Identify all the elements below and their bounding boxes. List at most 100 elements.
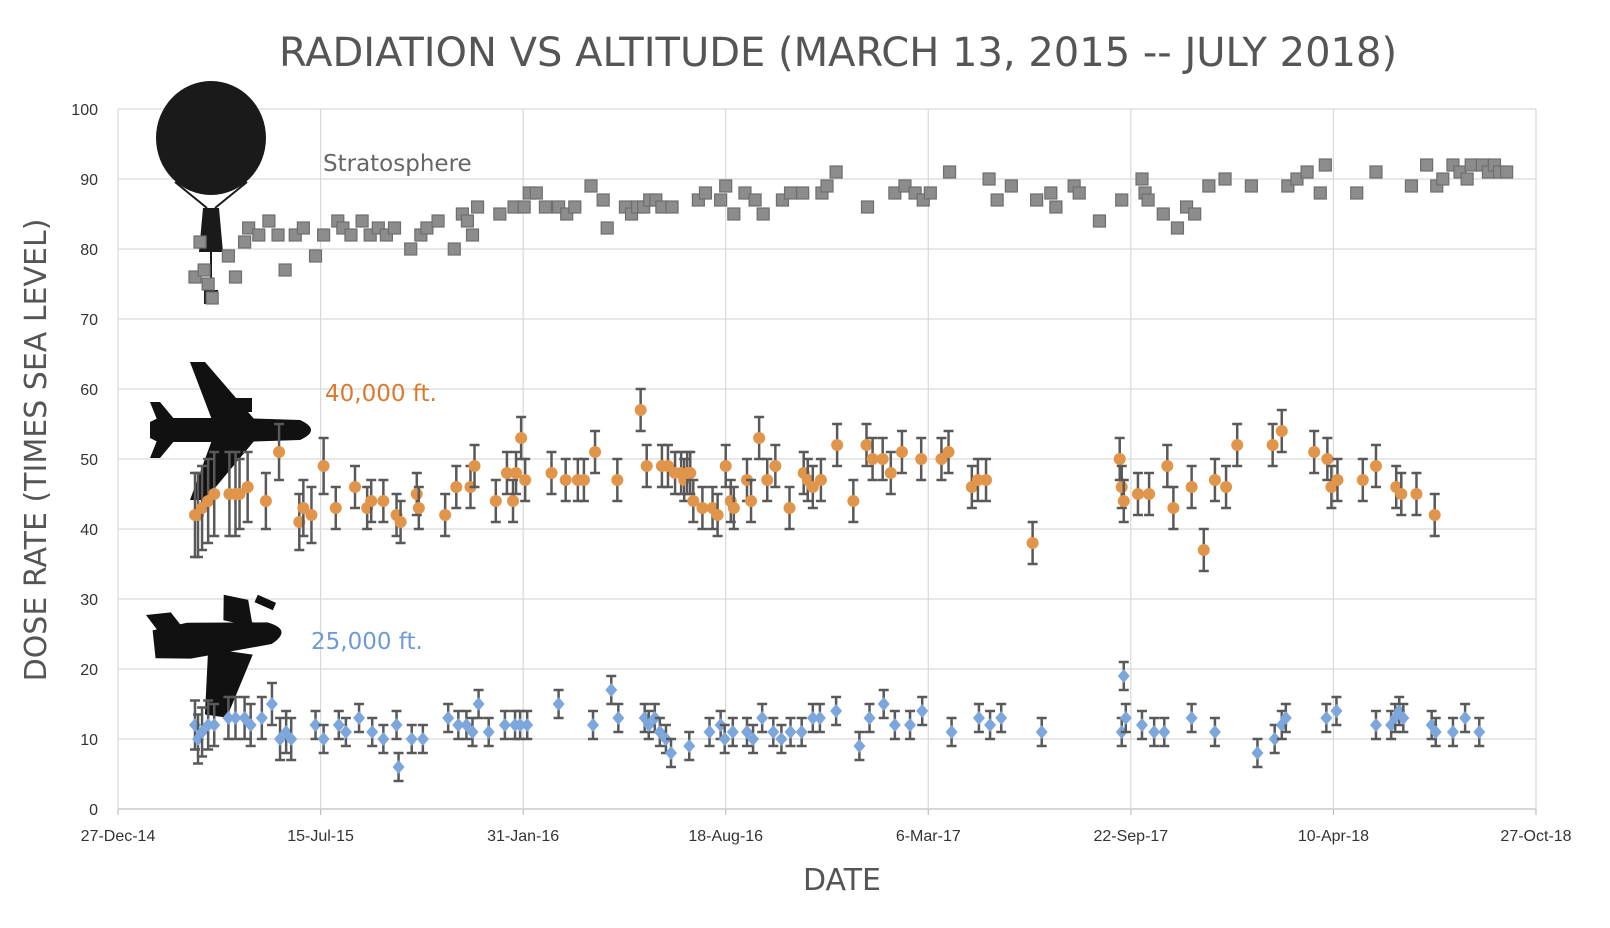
data-point — [1231, 439, 1244, 451]
data-point — [876, 453, 889, 465]
data-point — [431, 214, 445, 228]
x-axis-label: DATE — [803, 863, 881, 898]
data-point — [923, 186, 937, 200]
data-point — [990, 193, 1004, 207]
series-25000-ft — [188, 660, 1486, 783]
data-point — [596, 193, 610, 207]
series-stratosphere — [188, 158, 1514, 305]
data-point — [447, 242, 461, 256]
data-point — [1035, 725, 1048, 739]
data-point — [242, 221, 256, 235]
data-point — [847, 495, 860, 507]
data-point — [795, 725, 808, 739]
data-point — [470, 200, 485, 214]
data-point — [339, 725, 352, 739]
data-point — [612, 711, 625, 725]
data-point — [1092, 214, 1107, 228]
data-point — [222, 711, 235, 725]
data-point — [366, 725, 379, 739]
data-point — [387, 221, 402, 235]
data-point — [1135, 172, 1149, 186]
data-point — [1436, 172, 1450, 186]
data-point — [813, 711, 826, 725]
data-point — [1049, 200, 1063, 214]
data-point — [611, 474, 624, 486]
data-point — [233, 488, 246, 500]
data-point — [1072, 186, 1086, 200]
y-tick-labels: 0 10 20 30 40 50 60 70 80 90 100 — [71, 102, 98, 819]
x-tick-labels: 27-Dec-14 15-Jul-15 31-Jan-16 18-Aug-16 6-Ma… — [81, 828, 1572, 845]
data-point — [640, 460, 653, 472]
data-point — [1290, 172, 1304, 186]
annotation-40000-ft: 40,000 ft. — [325, 381, 437, 407]
data-point — [830, 704, 843, 718]
data-point — [814, 474, 827, 486]
data-point — [1410, 488, 1423, 500]
data-point — [1369, 460, 1382, 472]
data-point — [309, 718, 322, 732]
data-point — [262, 214, 276, 228]
data-point — [507, 495, 520, 507]
data-point — [390, 718, 403, 732]
y-tick-label: 100 — [71, 102, 98, 119]
data-point — [1135, 718, 1148, 732]
data-point — [831, 439, 844, 451]
data-point — [577, 474, 590, 486]
data-point — [1218, 172, 1232, 186]
data-point — [860, 439, 873, 451]
data-point — [653, 725, 666, 739]
data-point — [521, 718, 534, 732]
data-point — [888, 718, 901, 732]
data-point — [796, 186, 810, 200]
x-tick-label: 27-Dec-14 — [81, 828, 156, 845]
data-point — [719, 179, 733, 193]
data-point — [241, 481, 254, 493]
data-point — [1117, 669, 1130, 683]
data-point — [1395, 488, 1408, 500]
data-point — [727, 502, 740, 514]
data-point — [465, 228, 480, 242]
x-tick-label: 15-Jul-15 — [287, 828, 354, 845]
propeller-plane-icon — [145, 594, 282, 718]
data-point — [305, 509, 318, 521]
data-point — [1320, 711, 1333, 725]
data-point — [753, 432, 766, 444]
data-point — [980, 474, 993, 486]
data-point — [1208, 474, 1221, 486]
data-point — [1119, 711, 1132, 725]
data-point — [460, 214, 475, 228]
data-point — [404, 242, 418, 256]
data-point — [769, 460, 782, 472]
data-point — [1268, 732, 1281, 746]
data-point — [665, 200, 679, 214]
data-point — [271, 228, 285, 242]
data-point — [265, 697, 278, 711]
y-tick-label: 40 — [80, 522, 98, 539]
data-point — [1170, 221, 1185, 235]
data-point — [1244, 179, 1258, 193]
data-point — [703, 725, 716, 739]
data-point — [517, 200, 531, 214]
data-point — [1158, 725, 1171, 739]
data-point — [559, 474, 572, 486]
data-point — [698, 186, 713, 200]
data-point — [648, 711, 661, 725]
data-point — [1197, 544, 1210, 556]
data-point — [1185, 711, 1198, 725]
data-point — [466, 725, 479, 739]
data-point — [898, 179, 912, 193]
data-point — [806, 711, 819, 725]
x-tick-label: 27-Oct-18 — [1500, 828, 1571, 845]
data-point — [317, 460, 330, 472]
data-point — [1115, 193, 1129, 207]
data-point — [252, 228, 266, 242]
data-point — [1220, 481, 1233, 493]
data-point — [394, 516, 407, 528]
data-point — [193, 235, 207, 249]
data-point — [1266, 439, 1279, 451]
data-point — [412, 502, 425, 514]
data-point — [1331, 474, 1344, 486]
data-point — [587, 718, 600, 732]
data-point — [738, 186, 752, 200]
data-point — [863, 711, 876, 725]
